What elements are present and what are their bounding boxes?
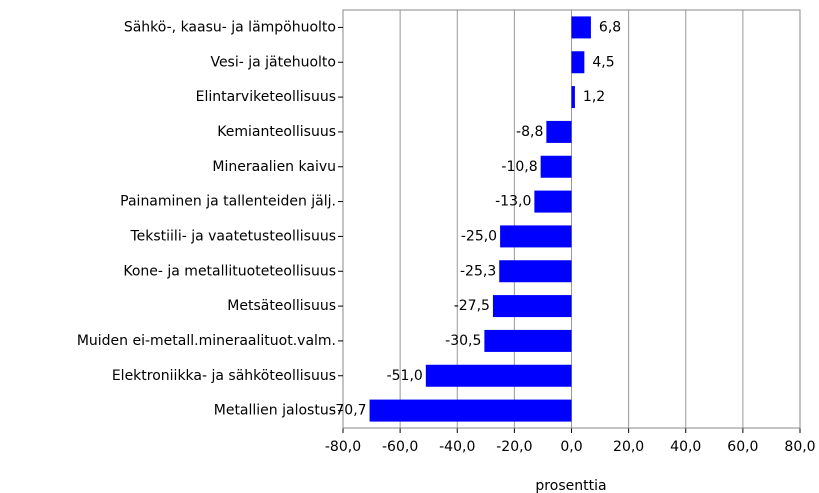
bar bbox=[546, 120, 572, 143]
bar bbox=[500, 225, 572, 248]
data-label: -25,3 bbox=[460, 263, 496, 279]
bar bbox=[540, 155, 572, 178]
x-tick-label: 0,0 bbox=[560, 439, 582, 455]
bar bbox=[425, 364, 572, 387]
x-tick-label: -80,0 bbox=[325, 439, 361, 455]
data-label: -8,8 bbox=[516, 124, 543, 140]
bar bbox=[484, 329, 572, 352]
y-tick-label: Metsäteollisuus bbox=[227, 298, 336, 314]
data-label: 1,2 bbox=[583, 89, 605, 105]
y-tick-label: Elektroniikka- ja sähköteollisuus bbox=[112, 368, 336, 384]
data-label: 6,8 bbox=[599, 19, 621, 35]
y-tick-label: Kone- ja metallituoteteollisuus bbox=[123, 263, 336, 279]
y-tick-label: Sähkö-, kaasu- ja lämpöhuolto bbox=[124, 19, 336, 35]
x-tick-label: -60,0 bbox=[382, 439, 418, 455]
bar bbox=[499, 260, 572, 283]
y-tick-label: Elintarviketeollisuus bbox=[196, 89, 336, 105]
data-label: -30,5 bbox=[445, 333, 481, 349]
x-tick-label: 40,0 bbox=[670, 439, 701, 455]
y-tick-label: Metallien jalostus bbox=[214, 403, 336, 419]
data-label: -70,7 bbox=[330, 403, 366, 419]
plot-border bbox=[342, 9, 801, 429]
bar bbox=[534, 190, 572, 213]
y-tick-label: Kemianteollisuus bbox=[217, 124, 336, 140]
data-label: -51,0 bbox=[387, 368, 423, 384]
data-label: -27,5 bbox=[454, 298, 490, 314]
data-label: -25,0 bbox=[461, 228, 497, 244]
x-tick-label: 80,0 bbox=[784, 439, 815, 455]
x-tick-label: 60,0 bbox=[727, 439, 758, 455]
x-tick-label: -20,0 bbox=[496, 439, 532, 455]
bar bbox=[492, 295, 572, 318]
y-tick-label: Tekstiili- ja vaatetusteollisuus bbox=[129, 228, 336, 244]
x-tick-label: 20,0 bbox=[613, 439, 644, 455]
y-tick-label: Mineraalien kaivu bbox=[212, 159, 336, 175]
x-tick-label: -40,0 bbox=[439, 439, 475, 455]
data-label: -13,0 bbox=[495, 194, 531, 210]
bar bbox=[571, 16, 591, 39]
data-label: -10,8 bbox=[501, 159, 537, 175]
bar bbox=[369, 399, 572, 422]
bar bbox=[571, 86, 575, 109]
y-tick-label: Painaminen ja tallenteiden jälj. bbox=[120, 194, 336, 210]
y-tick-label: Vesi- ja jätehuolto bbox=[210, 54, 336, 70]
bar bbox=[571, 51, 585, 74]
data-label: 4,5 bbox=[592, 54, 614, 70]
x-axis-label: prosenttia bbox=[535, 478, 606, 493]
y-tick-label: Muiden ei-metall.mineraalituot.valm. bbox=[77, 333, 336, 349]
